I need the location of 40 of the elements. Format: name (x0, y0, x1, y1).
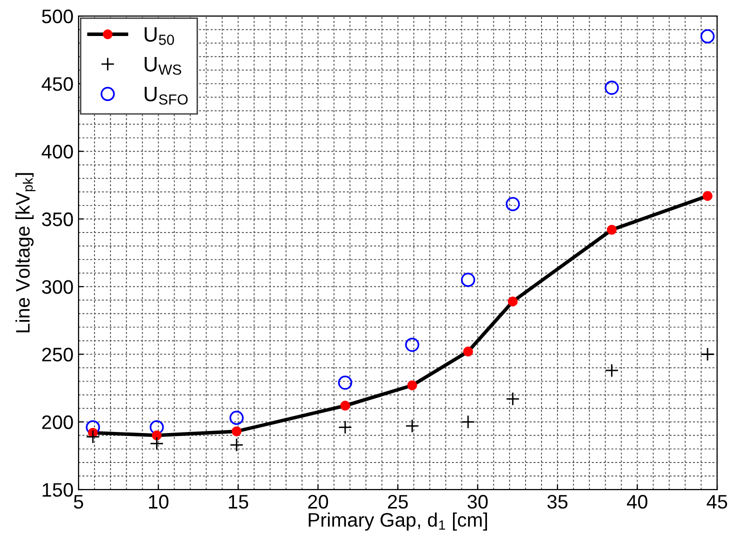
x-axis-title: Primary Gap, d$_{1}$ [cm] (308, 512, 487, 531)
point (405, 419, 420, 433)
point (700, 29, 715, 44)
point (86, 430, 100, 444)
y-tick-label: 200 (42, 415, 73, 430)
point (405, 338, 420, 352)
point (604, 364, 619, 378)
point (86, 420, 100, 434)
x-tick-label: 20 (308, 494, 328, 509)
x-tick-label: 25 (388, 494, 408, 509)
x-tick-label: 15 (228, 495, 248, 509)
point (460, 272, 476, 287)
point (338, 376, 352, 390)
point (230, 438, 244, 452)
y-tick-label: 350 (42, 212, 73, 226)
point (604, 80, 619, 95)
x-tick-label: 5 (74, 495, 84, 509)
legend-label: U$_{50}$ (144, 27, 174, 45)
y-axis-title: Line Voltage [kV$_{pk}$] (15, 173, 36, 332)
legend-label: U$_{SFO}$ (144, 86, 188, 105)
point (150, 420, 164, 434)
point (150, 436, 164, 450)
point (338, 420, 352, 434)
point (461, 414, 476, 429)
y-tick-label: 300 (42, 280, 73, 294)
y-tick-label: 250 (42, 348, 73, 362)
x-tick-label: 35 (547, 494, 568, 509)
y-tick-label: 450 (42, 77, 73, 91)
x-tick-label: 30 (468, 494, 488, 509)
y-tick-label: 500 (42, 10, 73, 24)
y-tick-label: 150 (42, 482, 73, 497)
legend-label: U$_{WS}$ (144, 57, 182, 75)
point (700, 347, 714, 362)
x-tick-label: 45 (706, 495, 728, 509)
x-tick-label: 40 (626, 494, 648, 509)
point (230, 410, 244, 425)
x-tick-label: 10 (149, 494, 168, 509)
point (506, 197, 520, 212)
y-tick-label: 400 (42, 144, 73, 159)
point (506, 392, 520, 406)
